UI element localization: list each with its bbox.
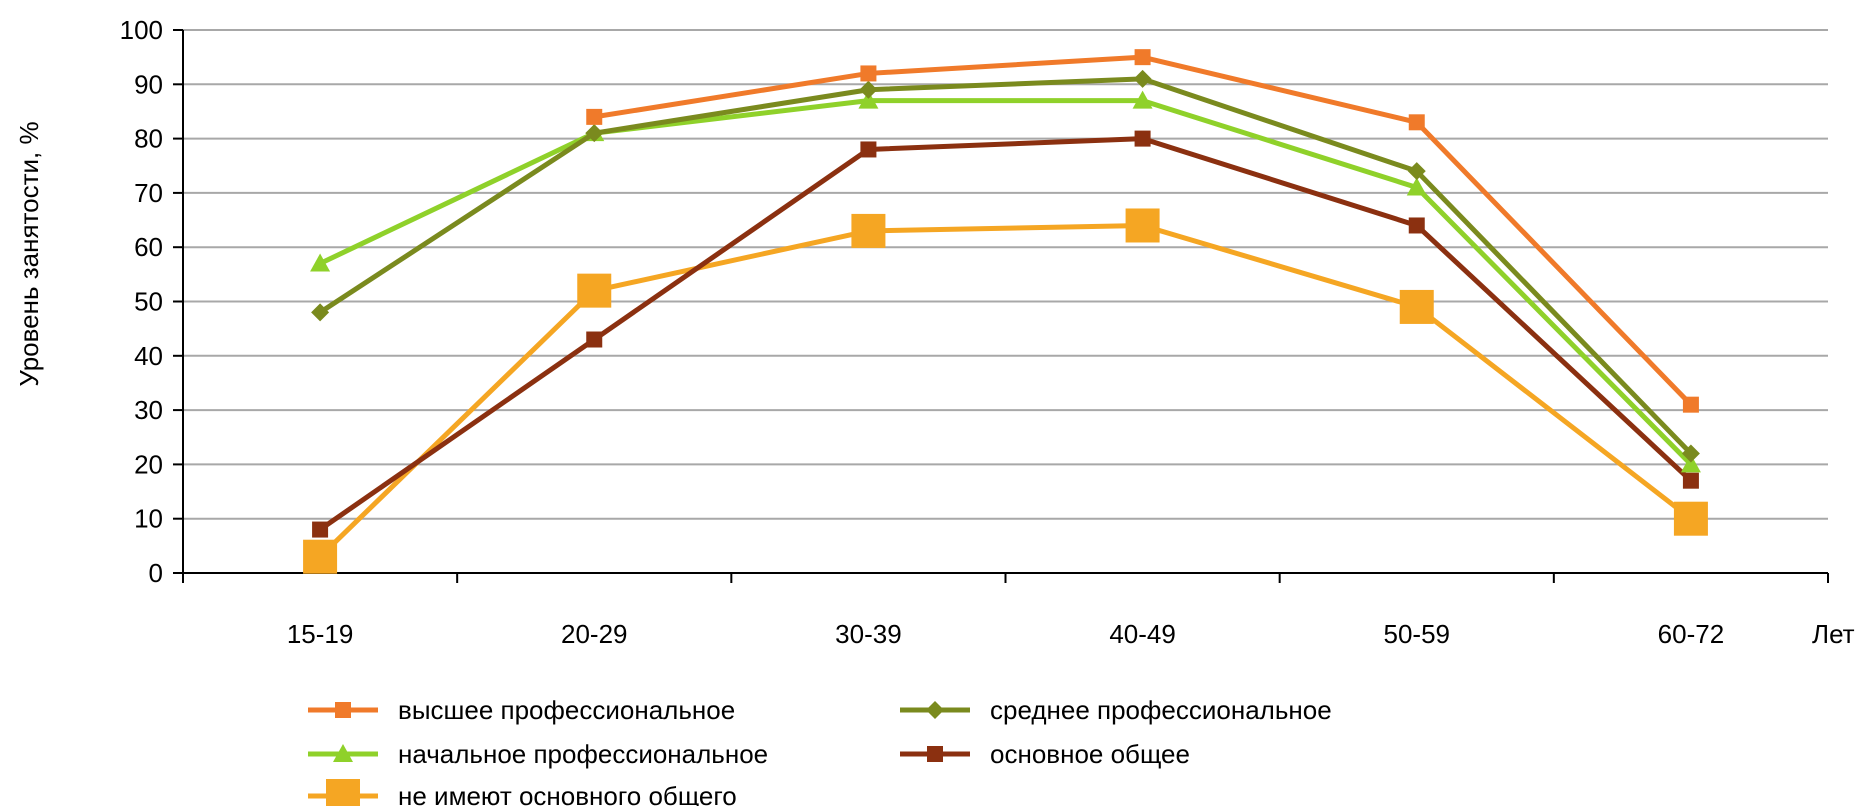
data-point	[1408, 217, 1425, 234]
legend-marker	[326, 779, 360, 806]
legend-label: не имеют основного общего	[398, 781, 737, 806]
data-point	[1408, 114, 1425, 131]
data-point	[577, 273, 612, 308]
series-line	[319, 98, 1693, 467]
data-point	[1406, 177, 1427, 196]
data-point	[1125, 208, 1160, 243]
legend: высшее профессиональное среднее профессио…	[308, 695, 1332, 806]
data-point	[303, 539, 338, 574]
data-point	[1680, 454, 1701, 473]
legend-item: среднее профессиональное	[900, 695, 1332, 725]
legend-marker	[926, 701, 944, 719]
data-point	[310, 253, 331, 272]
data-point	[1682, 472, 1699, 489]
data-point	[586, 108, 603, 125]
x-tick-label: 60-72	[1658, 619, 1725, 649]
x-tick-label: 20-29	[561, 619, 628, 649]
x-tick-label: 15-19	[287, 619, 354, 649]
legend-label: среднее профессиональное	[990, 695, 1332, 725]
grid-lines	[183, 29, 1828, 520]
data-point	[1407, 162, 1426, 181]
data-point	[586, 331, 603, 348]
y-tick-label: 60	[134, 232, 163, 262]
series-4	[303, 208, 1708, 574]
data-point	[1134, 130, 1151, 147]
series-group	[303, 49, 1708, 574]
series-2	[310, 90, 1701, 473]
legend-marker	[335, 702, 351, 718]
x-tick-labels: 15-19 20-29 30-39 40-49 50-59 60-72	[287, 619, 1724, 649]
y-tick-label: 100	[120, 15, 163, 45]
data-point	[1134, 49, 1151, 66]
legend-item: не имеют основного общего	[308, 779, 737, 806]
data-point	[1399, 289, 1434, 324]
legend-item: начальное профессиональное	[308, 739, 768, 769]
series-line	[318, 76, 1693, 456]
data-point	[1673, 501, 1708, 536]
data-point	[860, 141, 877, 158]
y-tick-label: 90	[134, 69, 163, 99]
series-3	[312, 130, 1699, 538]
y-tick-label: 30	[134, 395, 163, 425]
data-point	[312, 521, 329, 538]
legend-label: основное общее	[990, 739, 1190, 769]
data-point	[851, 213, 886, 248]
y-tick-label: 40	[134, 341, 163, 371]
series-1	[311, 69, 1700, 463]
legend-marker	[927, 746, 943, 762]
x-axis-label: Лет	[1812, 619, 1855, 649]
y-tick-label: 20	[134, 449, 163, 479]
data-point	[1132, 90, 1153, 109]
y-axis-label: Уровень занятости, %	[14, 121, 44, 386]
legend-item: высшее профессиональное	[308, 695, 735, 725]
y-tick-label: 70	[134, 178, 163, 208]
series-0	[586, 49, 1699, 413]
y-tick-label: 50	[134, 287, 163, 317]
x-tick-label: 40-49	[1109, 619, 1176, 649]
x-tick-label: 50-59	[1384, 619, 1451, 649]
legend-label: начальное профессиональное	[398, 739, 768, 769]
x-tick-label: 30-39	[835, 619, 902, 649]
series-line	[318, 222, 1693, 559]
y-tick-label: 0	[149, 558, 163, 588]
data-point	[1682, 396, 1699, 413]
data-point	[585, 124, 604, 143]
y-tick-label: 10	[134, 504, 163, 534]
axes	[173, 29, 1829, 583]
y-tick-label: 80	[134, 124, 163, 154]
y-tick-labels: 0 10 20 30 40 50 60 70 80 90 100	[120, 15, 163, 588]
data-point	[858, 90, 879, 109]
data-point	[1681, 444, 1700, 463]
legend-label: высшее профессиональное	[398, 695, 735, 725]
series-line	[318, 136, 1693, 532]
data-point	[311, 303, 330, 322]
legend-item: основное общее	[900, 739, 1190, 769]
legend-marker	[333, 744, 353, 762]
data-point	[1133, 69, 1152, 88]
data-point	[860, 65, 877, 82]
data-point	[859, 80, 878, 99]
